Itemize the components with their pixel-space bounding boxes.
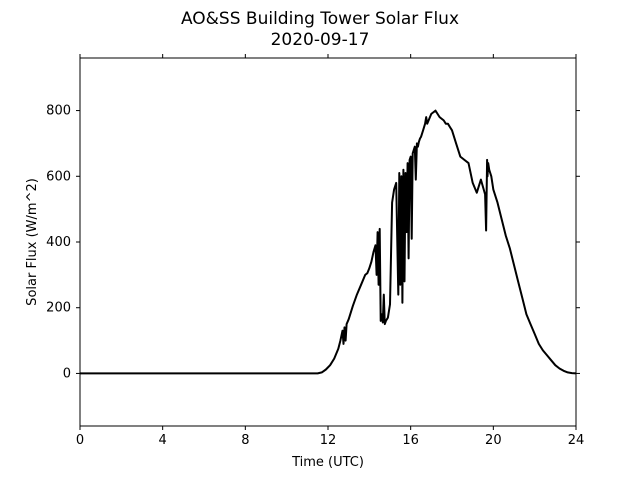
y-tick-label: 600 [46, 169, 71, 184]
y-tick-label: 800 [46, 104, 71, 119]
x-tick-label: 0 [76, 433, 84, 448]
y-tick-label: 200 [46, 301, 71, 316]
y-axis-label: Solar Flux (W/m^2) [25, 178, 40, 306]
chart-subtitle: 2020-09-17 [271, 30, 370, 50]
x-tick-label: 20 [485, 433, 502, 448]
y-axis: 0 200 400 600 800 [46, 104, 580, 381]
x-axis-label: Time (UTC) [291, 455, 364, 470]
x-tick-label: 24 [568, 433, 585, 448]
x-tick-label: 8 [241, 433, 249, 448]
plot-frame [79, 57, 577, 427]
y-tick-label: 400 [46, 235, 71, 250]
x-axis: 0 4 8 12 16 20 24 [76, 54, 584, 448]
solar-flux-series-line [80, 109, 577, 375]
x-tick-label: 12 [320, 433, 337, 448]
chart-title: AO&SS Building Tower Solar Flux [181, 9, 459, 29]
x-tick-label: 16 [402, 433, 419, 448]
x-tick-label: 4 [159, 433, 167, 448]
y-tick-label: 0 [63, 366, 71, 381]
